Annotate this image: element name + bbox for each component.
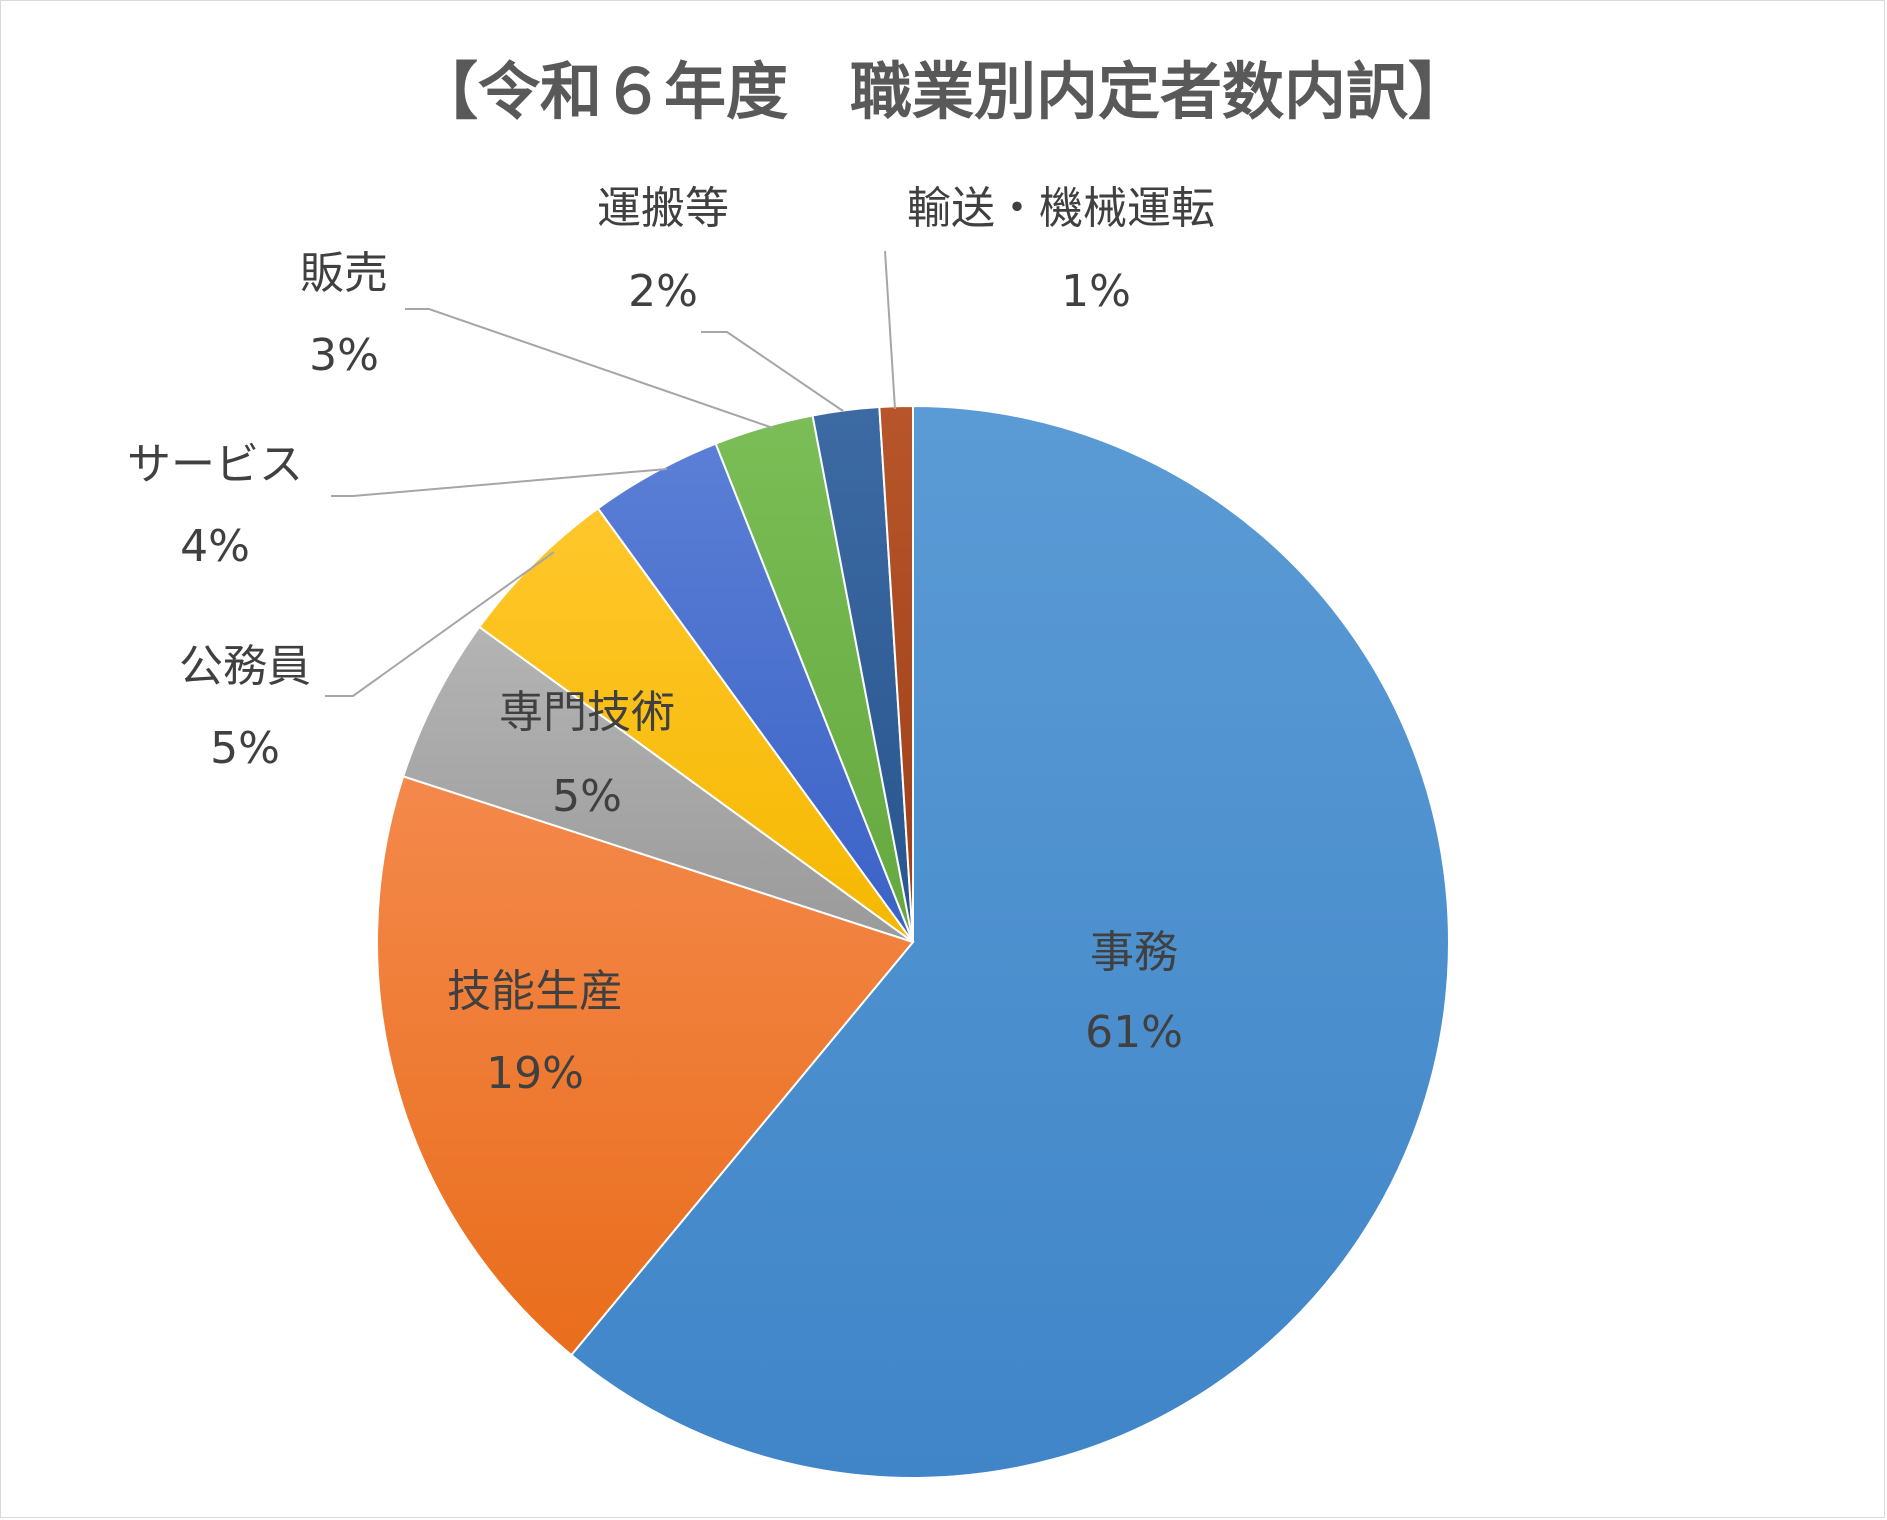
slice-name-label: 運搬等	[597, 183, 729, 234]
slice-percent-label: 4%	[180, 521, 250, 572]
leader-line-7	[701, 332, 843, 411]
slice-name-label: 技能生産	[447, 966, 623, 1017]
leader-line-8	[885, 251, 895, 409]
leader-line-6	[405, 309, 773, 428]
slice-name-label: 輸送・機械運転	[907, 183, 1215, 234]
slice-name-label: 事務	[1090, 927, 1178, 978]
slice-percent-label: 5%	[552, 771, 622, 822]
slice-name-label: 公務員	[179, 641, 311, 692]
slice-percent-label: 19%	[486, 1048, 584, 1099]
slice-percent-label: 3%	[309, 330, 379, 381]
slice-percent-label: 5%	[210, 723, 280, 774]
slice-name-label: 販売	[300, 248, 388, 299]
leader-line-5	[331, 469, 667, 496]
chart-title: 【令和６年度 職業別内定者数内訳】	[416, 55, 1470, 128]
slice-name-label: 専門技術	[499, 687, 675, 738]
pie-slices	[377, 406, 1449, 1478]
slice-percent-label: 61%	[1085, 1007, 1183, 1058]
slice-percent-label: 1%	[1061, 266, 1131, 317]
slice-percent-label: 2%	[628, 266, 698, 317]
slice-name-label: サービス	[127, 439, 303, 490]
